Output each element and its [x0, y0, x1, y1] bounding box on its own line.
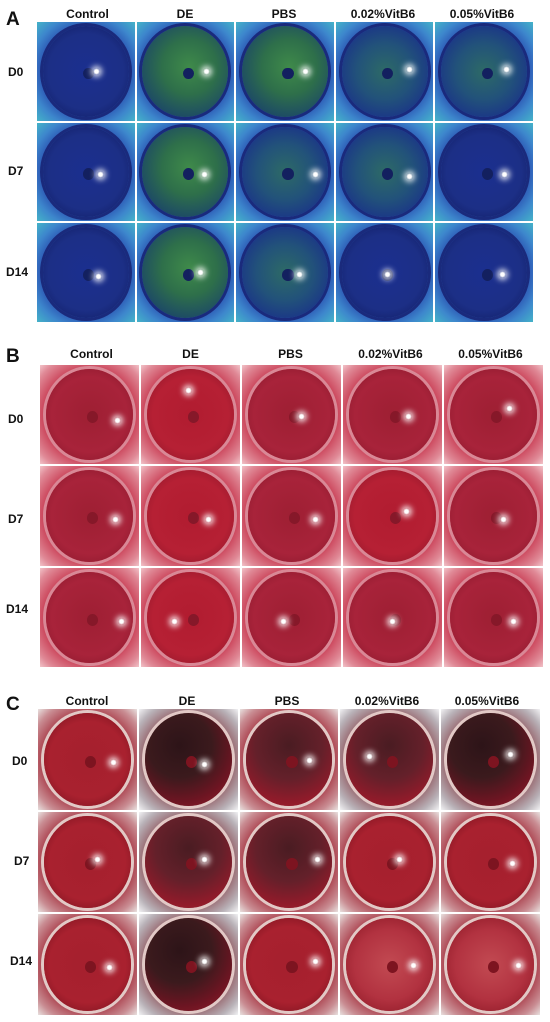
eye-image: [335, 122, 434, 222]
image-grid: [37, 22, 533, 322]
row-label-d0: D0: [8, 412, 24, 426]
eye-image: [239, 811, 339, 913]
row-label-d7: D7: [8, 164, 24, 178]
eye-image: [343, 466, 442, 566]
eye-image: [38, 914, 137, 1015]
row-label-d7: D7: [14, 854, 30, 868]
eye-image: [242, 365, 341, 465]
eye-image: [242, 466, 341, 566]
column-header-vitb6-005: 0.05%VitB6: [458, 347, 523, 361]
eye-image: [136, 223, 235, 322]
panel-c: C Control DE PBS 0.02%VitB6 0.05%VitB6 D…: [0, 685, 550, 1022]
column-header-pbs: PBS: [271, 7, 297, 21]
eye-image: [40, 567, 139, 667]
eye-image: [37, 22, 135, 121]
eye-image: [141, 567, 240, 667]
image-grid: [40, 365, 543, 667]
eye-image: [38, 709, 137, 810]
column-header-vitb6-002: 0.02%VitB6: [358, 347, 423, 361]
eye-image: [141, 466, 240, 566]
row-label-d0: D0: [12, 754, 28, 768]
column-header-vitb6-005: 0.05%VitB6: [449, 7, 515, 21]
eye-image: [242, 567, 341, 667]
image-grid: [38, 709, 540, 1015]
eye-image: [236, 223, 334, 322]
eye-image: [444, 365, 543, 465]
eye-image: [441, 811, 540, 913]
column-header-de: DE: [182, 347, 199, 361]
eye-image: [444, 466, 543, 566]
column-header-pbs: PBS: [278, 347, 303, 361]
eye-image: [335, 22, 434, 121]
eye-image: [340, 811, 440, 913]
panel-letter: C: [6, 694, 20, 715]
panel-a: A Control DE PBS 0.02%VitB6 0.05%VitB6 D…: [0, 0, 550, 325]
row-label-d14: D14: [6, 602, 29, 616]
eye-image: [138, 811, 238, 913]
row-label-d0: D0: [8, 65, 24, 79]
eye-image: [37, 223, 135, 322]
eye-image: [335, 223, 434, 322]
eye-image: [236, 22, 334, 121]
column-header-vitb6-002: 0.02%VitB6: [354, 694, 420, 708]
eye-image: [138, 709, 238, 810]
eye-image: [40, 466, 139, 566]
eye-image: [236, 122, 334, 222]
panel-letter: B: [6, 346, 20, 367]
eye-image: [343, 365, 442, 465]
row-label-d14: D14: [6, 265, 29, 279]
row-label-d14: D14: [10, 954, 33, 968]
eye-image: [435, 223, 533, 322]
row-label-d7: D7: [8, 512, 24, 526]
eye-image: [340, 709, 440, 810]
column-header-control: Control: [70, 347, 113, 361]
column-header-pbs: PBS: [274, 694, 300, 708]
eye-image: [239, 709, 339, 810]
eye-image: [38, 811, 137, 913]
eye-image: [239, 914, 339, 1015]
column-header-vitb6-005: 0.05%VitB6: [454, 694, 520, 708]
eye-image: [40, 365, 139, 465]
eye-image: [136, 122, 235, 222]
eye-image: [340, 914, 440, 1015]
eye-image: [141, 365, 240, 465]
eye-image: [441, 914, 540, 1015]
panel-letter: A: [6, 9, 20, 30]
eye-image: [435, 22, 533, 121]
column-header-control: Control: [66, 7, 109, 21]
column-header-control: Control: [65, 694, 109, 708]
eye-image: [441, 709, 540, 810]
eye-image: [37, 122, 135, 222]
panel-b: B Control DE PBS 0.02%VitB6 0.05%VitB6 D…: [0, 335, 550, 670]
eye-image: [444, 567, 543, 667]
eye-image: [343, 567, 442, 667]
eye-image: [435, 122, 533, 222]
eye-image: [136, 22, 235, 121]
column-header-de: DE: [176, 7, 194, 21]
column-header-vitb6-002: 0.02%VitB6: [350, 7, 416, 21]
column-header-de: DE: [178, 694, 196, 708]
eye-image: [138, 914, 238, 1015]
